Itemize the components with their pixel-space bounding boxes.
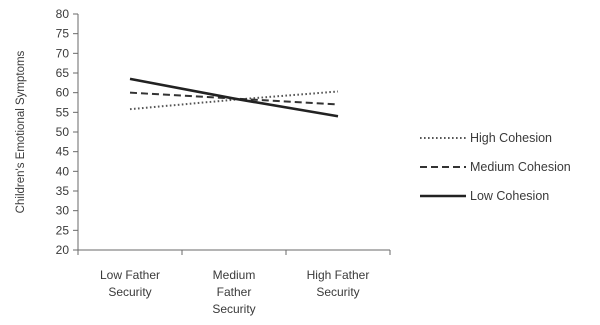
x-category-label: Medium Father Security (212, 268, 255, 316)
legend-label: High Cohesion (470, 131, 552, 145)
y-tick-label: 25 (56, 223, 70, 237)
y-tick-label: 20 (56, 243, 70, 257)
x-category-label-line: High Father (307, 268, 370, 282)
series-line-low-cohesion (129, 77, 339, 118)
y-tick-label: 75 (56, 27, 70, 41)
y-tick-label: 55 (56, 105, 70, 119)
series-lines (129, 77, 339, 118)
y-tick-label: 45 (56, 145, 70, 159)
legend-label: Low Cohesion (470, 189, 549, 203)
y-tick-label: 70 (56, 46, 70, 60)
x-category-label: High Father Security (307, 268, 370, 299)
y-tick-label: 35 (56, 184, 70, 198)
x-category-label-line: Security (212, 302, 255, 316)
x-category-label: Low Father Security (100, 268, 160, 299)
series-line-high-cohesion (129, 90, 339, 111)
x-category-label-line: Father (217, 285, 252, 299)
y-tick-label: 65 (56, 66, 70, 80)
y-tick-label: 30 (56, 204, 70, 218)
y-tick-label: 40 (56, 164, 70, 178)
x-category-label-line: Security (108, 285, 151, 299)
y-tick-label: 60 (56, 86, 70, 100)
y-tick-label: 80 (56, 7, 70, 21)
y-tick-label: 50 (56, 125, 70, 139)
y-axis: 20 25 30 35 40 45 50 55 60 65 70 75 80 (56, 7, 79, 257)
y-axis-title: Children's Emotional Symptoms (15, 50, 27, 213)
x-category-label-line: Low Father (100, 268, 160, 282)
x-category-label-line: Security (316, 285, 359, 299)
legend-label: Medium Cohesion (470, 160, 571, 174)
x-category-label-line: Medium (213, 268, 256, 282)
legend: High Cohesion Medium Cohesion Low Cohesion (420, 131, 571, 203)
